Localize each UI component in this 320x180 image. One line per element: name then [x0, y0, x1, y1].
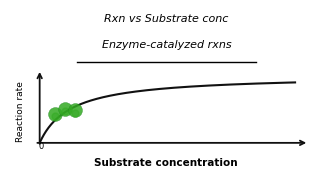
Text: Rxn vs Substrate conc: Rxn vs Substrate conc — [104, 14, 228, 24]
Text: Enzyme-catalyzed rxns: Enzyme-catalyzed rxns — [101, 40, 231, 50]
Text: 0: 0 — [38, 142, 44, 151]
Text: Substrate concentration: Substrate concentration — [94, 158, 237, 168]
Text: Reaction rate: Reaction rate — [16, 82, 25, 142]
